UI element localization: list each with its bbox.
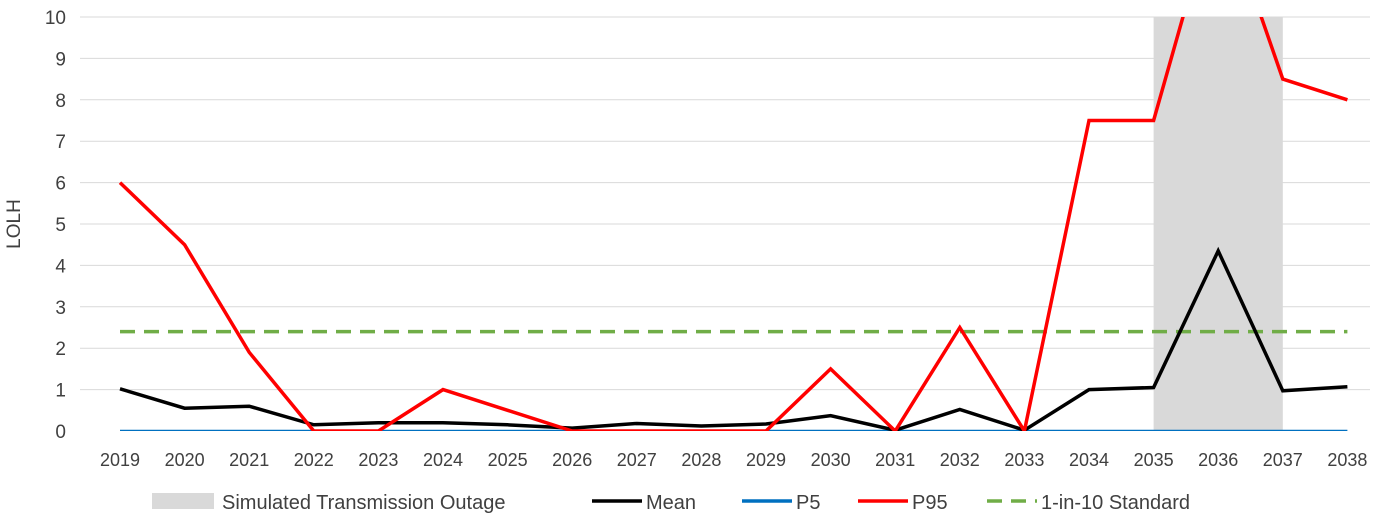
x-tick-label: 2020	[165, 450, 205, 470]
legend-label-mean: Mean	[646, 492, 696, 514]
y-tick-label: 3	[55, 298, 66, 319]
y-tick-label: 5	[55, 215, 66, 236]
y-tick-label: 4	[55, 256, 66, 277]
y-tick-label: 8	[55, 91, 66, 112]
y-tick-label: 9	[55, 49, 66, 70]
x-axis-ticks: 2019 2020 2021 2022 2023 2024 2025 2026 2027 2028…	[100, 450, 1367, 470]
legend-swatch-outage	[152, 493, 214, 509]
x-tick-label: 2019	[100, 450, 140, 470]
x-tick-label: 2028	[681, 450, 721, 470]
x-tick-label: 2030	[811, 450, 851, 470]
x-tick-label: 2032	[940, 450, 980, 470]
series-layer	[118, 17, 1348, 431]
x-tick-label: 2026	[552, 450, 592, 470]
x-tick-label: 2021	[229, 450, 269, 470]
legend: Simulated Transmission Outage Mean P5 P95 1-…	[152, 492, 1190, 514]
y-axis-label: LOLH	[4, 199, 25, 249]
y-tick-label: 2	[55, 339, 66, 360]
x-tick-label: 2022	[294, 450, 334, 470]
x-tick-label: 2037	[1263, 450, 1303, 470]
x-tick-label: 2033	[1004, 450, 1044, 470]
x-tick-label: 2029	[746, 450, 786, 470]
series-line-mean	[119, 246, 1348, 431]
series-line-p95	[118, 17, 1348, 431]
legend-label-p5: P5	[796, 492, 820, 514]
gridlines	[80, 16, 1370, 391]
x-tick-label: 2038	[1327, 450, 1367, 470]
x-tick-label: 2031	[875, 450, 915, 470]
y-tick-label: 6	[55, 174, 66, 195]
x-tick-label: 2035	[1134, 450, 1174, 470]
x-tick-label: 2024	[423, 450, 463, 470]
x-tick-label: 2036	[1198, 450, 1238, 470]
y-tick-label: 7	[55, 132, 66, 153]
y-tick-label: 10	[45, 8, 66, 29]
y-tick-label: 1	[55, 381, 66, 402]
x-tick-label: 2023	[358, 450, 398, 470]
x-tick-label: 2027	[617, 450, 657, 470]
x-tick-label: 2034	[1069, 450, 1109, 470]
legend-label-p95: P95	[912, 492, 948, 514]
x-tick-label: 2025	[488, 450, 528, 470]
legend-label-1-in-10-standard: 1-in-10 Standard	[1041, 492, 1190, 514]
y-tick-label: 0	[55, 422, 66, 443]
legend-label-outage: Simulated Transmission Outage	[222, 492, 505, 514]
y-axis-ticks: 0 1 2 3 4 5 6 7 8 9 10	[45, 8, 67, 443]
